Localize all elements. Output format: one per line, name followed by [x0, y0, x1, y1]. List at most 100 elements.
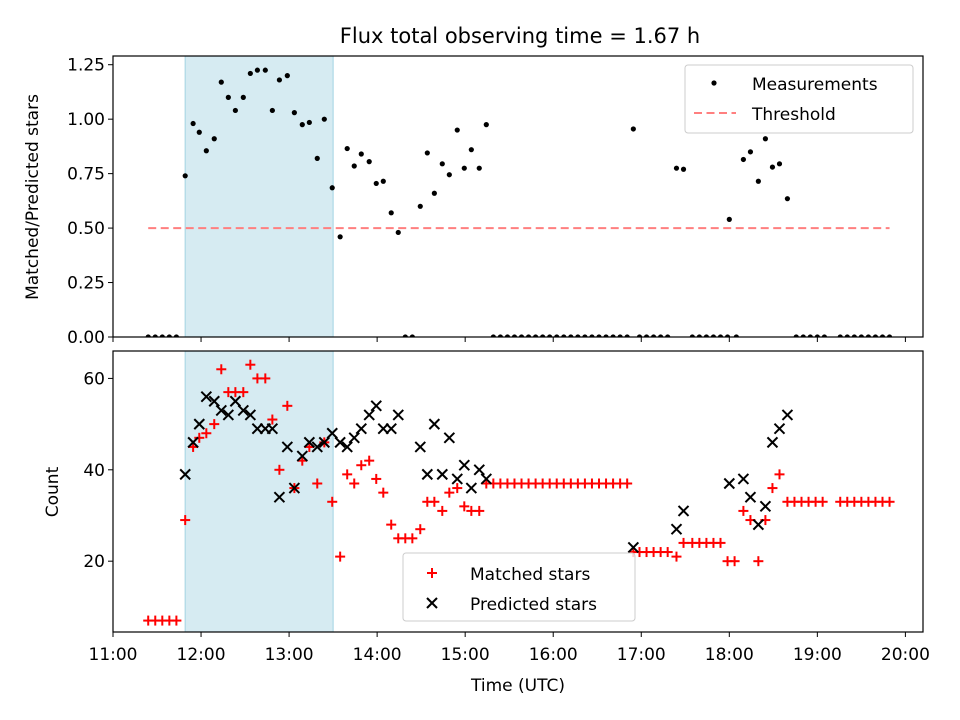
measurement-point: [173, 334, 179, 337]
matched-star-point: [407, 533, 418, 544]
legend-top: Measurements Threshold: [684, 64, 914, 134]
predicted-star-point: [363, 409, 375, 421]
measurement-point: [358, 151, 364, 157]
measurement-point: [211, 136, 217, 142]
bottom-panel-count-plot: Count Time (UTC) 20 40 60 11:00 12:00 13:00 14…: [43, 350, 930, 696]
measurement-point: [762, 136, 769, 142]
matched-star-point: [267, 414, 278, 425]
measurement-point: [575, 334, 581, 337]
measurement-point: [159, 334, 165, 337]
matched-star-point: [378, 487, 389, 498]
axes-frame: [112, 55, 924, 338]
predicted-star-point: [677, 505, 690, 517]
predicted-star-point: [737, 473, 750, 485]
measurement-point: [424, 150, 430, 156]
y-tick-label: 1.25: [67, 56, 105, 76]
measurement-point: [617, 334, 623, 337]
measurement-point: [540, 334, 546, 337]
predicted-star-point: [229, 395, 242, 407]
predicted-star-point: [773, 422, 786, 435]
measurement-point: [554, 334, 560, 337]
plot-area: [143, 351, 895, 632]
measurement-point: [776, 161, 783, 167]
matched-star-point: [274, 464, 285, 475]
y-tick-label: 0.25: [67, 274, 105, 294]
measurement-point: [800, 334, 806, 337]
measurement-point: [276, 77, 283, 83]
predicted-star-point: [480, 473, 493, 485]
matched-star-point: [238, 387, 249, 398]
legend-label-measurements: Measurements: [752, 75, 878, 95]
y-tick-label: 20: [83, 552, 105, 572]
measurement-point: [814, 334, 820, 337]
measurement-point: [395, 229, 401, 236]
matched-star-point: [474, 505, 485, 516]
y-tick-label: 1.00: [67, 110, 105, 130]
measurement-point: [724, 334, 731, 337]
measurement-point: [630, 126, 636, 132]
x-tick-label: 11:00: [89, 645, 138, 665]
measurement-point: [643, 334, 650, 337]
measurement-point: [650, 334, 657, 337]
measurement-point: [733, 334, 739, 337]
matched-star-point: [386, 519, 397, 530]
predicted-star-point: [334, 436, 346, 449]
matched-star-point: [335, 551, 346, 562]
shaded-interval: [184, 351, 334, 632]
matched-star-point: [459, 501, 470, 512]
legend-label-matched: Matched stars: [470, 565, 590, 585]
measurement-point: [476, 165, 482, 171]
matched-star-point: [753, 556, 764, 567]
measurement-point: [344, 145, 350, 152]
matched-star-point: [356, 460, 367, 471]
predicted-star-point: [766, 436, 779, 449]
matched-star-point: [622, 478, 633, 489]
measurement-point: [291, 110, 297, 116]
measurement-point: [689, 334, 695, 337]
measurement-point: [321, 116, 327, 122]
matched-star-point: [415, 524, 426, 535]
measurement-point: [409, 334, 415, 337]
measurement-point: [610, 334, 616, 337]
matched-star-point: [194, 432, 205, 443]
predicted-star-point: [187, 436, 199, 449]
matched-star-point: [371, 473, 382, 484]
measurement-point: [417, 203, 423, 209]
measurement-point: [589, 334, 595, 337]
measurement-point: [596, 334, 602, 337]
measurement-point: [366, 159, 372, 165]
y-tick-label: 0.50: [67, 219, 105, 239]
x-tick-label: 19:00: [793, 645, 842, 665]
predicted-star-point: [744, 491, 757, 503]
measurement-point: [865, 334, 872, 337]
predicted-star-point: [443, 432, 456, 444]
measurement-point: [299, 122, 305, 128]
predicted-star-point: [326, 427, 338, 439]
bottom-panel-ylabel: Count: [43, 466, 63, 517]
x-tick-label: 13:00: [265, 645, 314, 665]
legend-marker-measurements: [711, 80, 717, 86]
y-tick-label: 0.00: [67, 328, 105, 348]
measurement-point: [203, 148, 209, 154]
measurement-point: [511, 334, 518, 337]
predicted-star-point: [273, 491, 286, 503]
measurement-point: [351, 163, 357, 169]
matched-star-point: [774, 469, 785, 480]
top-panel-ratio-plot: Matched/Predicted stars 0.00 0.25 0.50 0.75…: [23, 55, 924, 348]
measurement-point: [726, 216, 732, 222]
matched-star-point: [671, 551, 682, 562]
measurement-point: [568, 334, 574, 337]
predicted-star-point: [318, 436, 331, 449]
predicted-star-point: [355, 422, 367, 435]
measurement-point: [858, 334, 864, 337]
legend-frame: [684, 64, 914, 134]
measurement-point: [269, 107, 275, 114]
measurement-point: [337, 234, 343, 240]
measurement-point: [821, 334, 827, 337]
measurement-point: [497, 334, 503, 337]
predicted-star-point: [303, 436, 316, 449]
predicted-star-point: [296, 450, 309, 462]
measurement-point: [218, 79, 224, 85]
predicted-star-point: [752, 518, 765, 531]
